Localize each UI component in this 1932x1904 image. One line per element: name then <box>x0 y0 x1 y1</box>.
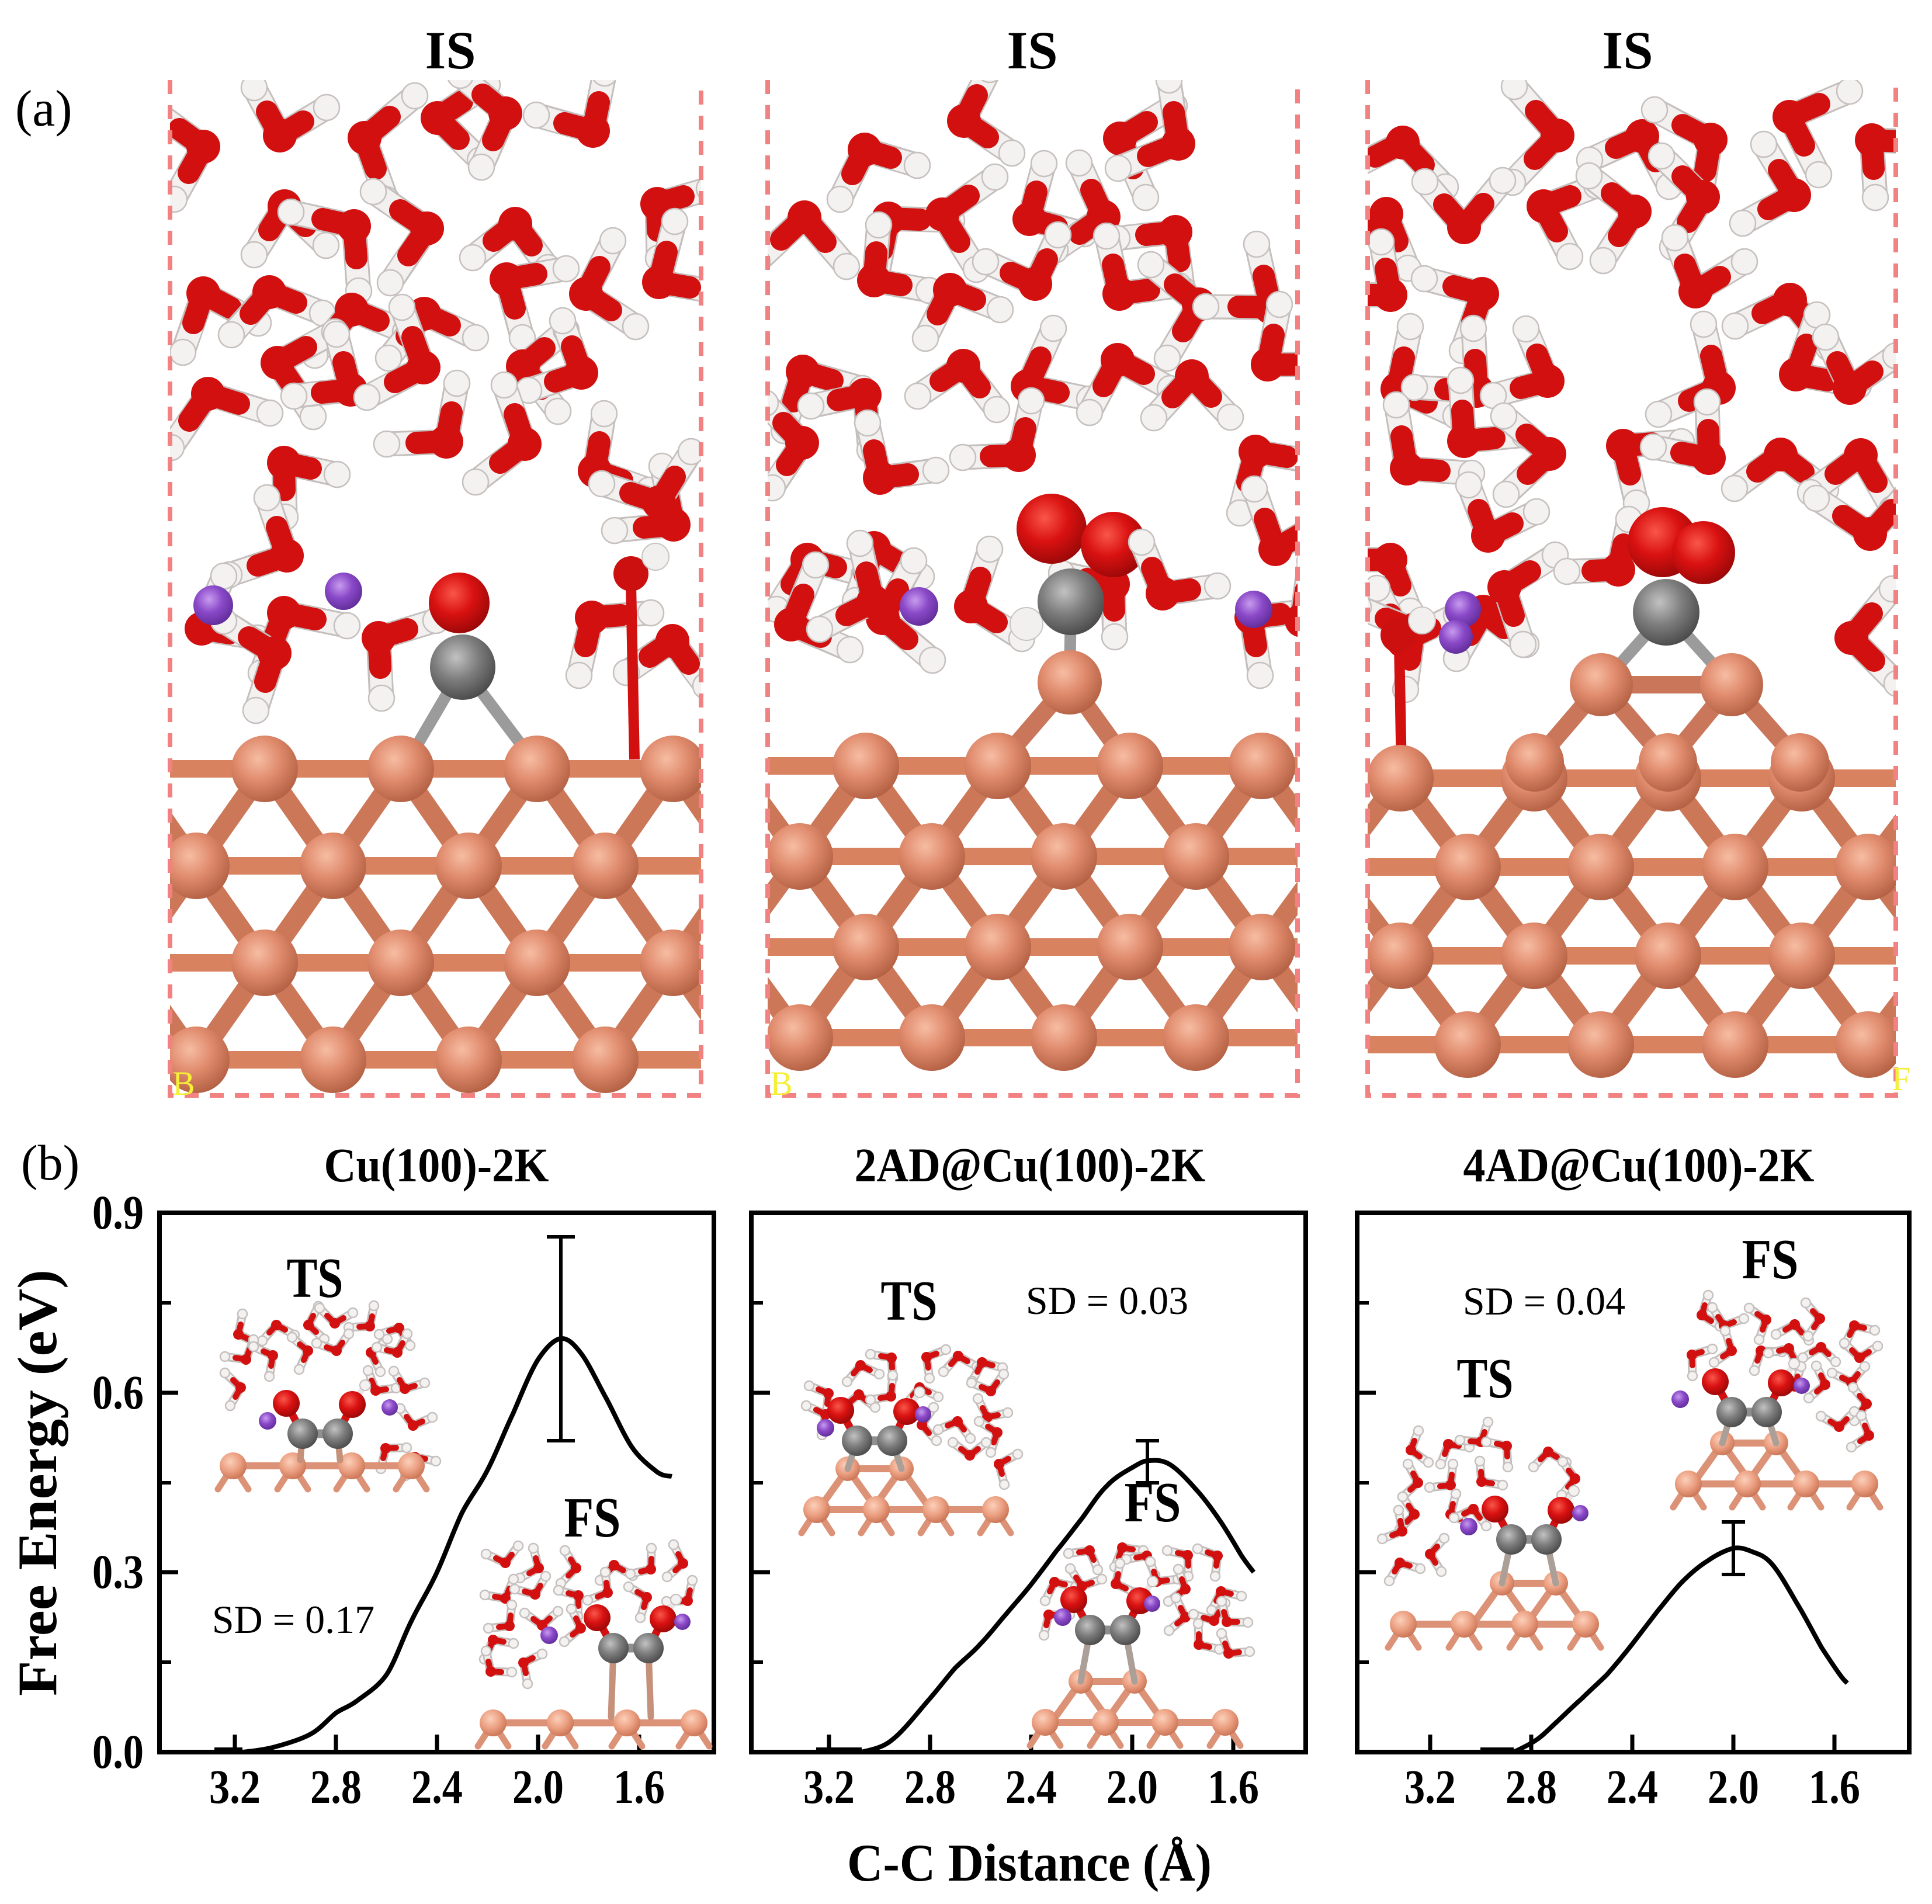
svg-text:SD = 0.03: SD = 0.03 <box>1026 1278 1188 1323</box>
svg-text:TS: TS <box>881 1270 938 1332</box>
svg-text:2.0: 2.0 <box>1708 1760 1759 1813</box>
svg-text:2.8: 2.8 <box>904 1760 956 1813</box>
svg-text:F: F <box>1892 1060 1910 1098</box>
svg-text:B: B <box>770 1064 793 1102</box>
svg-text:FS: FS <box>564 1486 621 1549</box>
svg-text:Free Energy (eV): Free Energy (eV) <box>6 1270 68 1696</box>
svg-text:4AD@Cu(100)-2K: 4AD@Cu(100)-2K <box>1463 1138 1815 1192</box>
svg-text:FS: FS <box>1125 1471 1181 1534</box>
svg-text:B: B <box>172 1064 195 1102</box>
svg-text:2AD@Cu(100)-2K: 2AD@Cu(100)-2K <box>855 1138 1206 1192</box>
svg-text:1.6: 1.6 <box>1809 1760 1860 1813</box>
svg-text:FS: FS <box>1742 1228 1799 1291</box>
svg-text:2.4: 2.4 <box>411 1760 463 1813</box>
svg-text:TS: TS <box>1457 1347 1514 1410</box>
svg-text:2.0: 2.0 <box>1107 1760 1158 1813</box>
svg-text:1.6: 1.6 <box>1208 1760 1259 1813</box>
svg-text:IS: IS <box>1603 20 1653 80</box>
svg-text:Cu(100)-2K: Cu(100)-2K <box>324 1138 549 1192</box>
svg-text:2.8: 2.8 <box>1506 1760 1557 1813</box>
svg-text:3.2: 3.2 <box>1404 1760 1456 1813</box>
svg-text:0.9: 0.9 <box>92 1185 144 1239</box>
svg-text:0.6: 0.6 <box>92 1365 144 1419</box>
svg-text:C-C Distance (Å): C-C Distance (Å) <box>847 1833 1212 1892</box>
svg-text:2.4: 2.4 <box>1005 1760 1057 1813</box>
svg-text:SD = 0.04: SD = 0.04 <box>1463 1279 1625 1323</box>
svg-text:SD = 0.17: SD = 0.17 <box>212 1597 374 1642</box>
svg-text:2.4: 2.4 <box>1607 1760 1658 1813</box>
svg-text:(a): (a) <box>15 81 72 137</box>
svg-text:(b): (b) <box>21 1135 79 1191</box>
svg-text:3.2: 3.2 <box>803 1760 855 1813</box>
svg-text:IS: IS <box>1007 20 1058 80</box>
svg-text:IS: IS <box>425 20 476 80</box>
svg-text:3.2: 3.2 <box>209 1760 261 1813</box>
svg-text:TS: TS <box>287 1247 344 1309</box>
svg-text:0.3: 0.3 <box>92 1545 144 1598</box>
svg-text:1.6: 1.6 <box>613 1760 665 1813</box>
svg-text:2.8: 2.8 <box>310 1760 362 1813</box>
svg-text:2.0: 2.0 <box>512 1760 564 1813</box>
svg-text:0.0: 0.0 <box>92 1725 144 1778</box>
